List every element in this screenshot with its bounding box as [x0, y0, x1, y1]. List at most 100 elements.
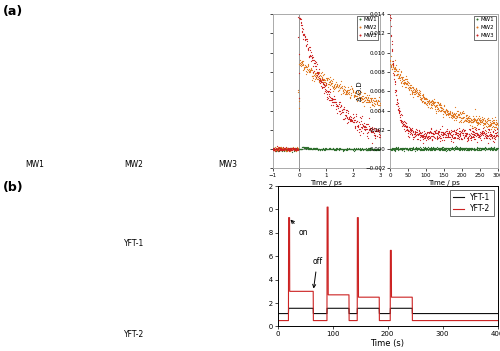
Point [472, 131, 480, 137]
Point [368, 140, 376, 146]
Point [452, 113, 460, 118]
Point [468, 116, 476, 121]
Point [316, 75, 324, 81]
Point [410, 134, 418, 140]
Point [292, 146, 300, 152]
Point [375, 98, 383, 104]
Point [310, 68, 318, 74]
Point [338, 102, 345, 108]
Point [332, 84, 340, 90]
Point [434, 145, 442, 151]
Point [320, 76, 328, 81]
Point [359, 130, 367, 135]
Point [467, 119, 475, 124]
Point [330, 146, 338, 152]
Point [316, 80, 324, 85]
Point [316, 77, 324, 82]
Point [484, 123, 492, 128]
Point [440, 103, 448, 108]
Point [400, 122, 408, 127]
Point [468, 123, 476, 129]
Point [390, 147, 398, 153]
Point [387, 147, 395, 153]
Point [284, 145, 292, 151]
Point [406, 145, 414, 151]
Point [400, 77, 407, 82]
Point [410, 145, 418, 151]
Point [356, 88, 364, 94]
Point [486, 126, 494, 132]
Point [372, 132, 380, 138]
Point [402, 120, 410, 126]
Point [459, 108, 467, 114]
Point [474, 117, 482, 123]
Point [375, 146, 383, 152]
Point [439, 111, 447, 117]
Point [326, 147, 334, 152]
Point [318, 147, 326, 152]
Point [424, 144, 432, 150]
Point [314, 146, 322, 152]
Point [424, 144, 432, 150]
Point [432, 127, 440, 133]
Point [364, 147, 372, 153]
Point [364, 147, 372, 152]
Point [424, 129, 432, 134]
Point [404, 146, 412, 152]
Point [358, 94, 366, 99]
Point [314, 76, 322, 81]
Point [371, 146, 379, 151]
Point [441, 132, 449, 137]
Point [328, 147, 336, 152]
Point [442, 147, 450, 152]
Point [280, 147, 287, 152]
YFT-2 [488, 318, 494, 323]
Point [306, 53, 314, 59]
Point [387, 24, 395, 29]
Point [320, 147, 328, 152]
Point [284, 147, 292, 152]
Point [490, 146, 498, 152]
Point [430, 131, 438, 136]
Point [449, 113, 457, 118]
Point [294, 89, 302, 94]
Point [406, 125, 414, 131]
Point [470, 146, 478, 152]
Point [472, 146, 480, 151]
Point [339, 88, 347, 93]
Point [424, 105, 432, 110]
Point [484, 132, 492, 138]
Point [340, 106, 348, 112]
Point [391, 148, 399, 154]
Point [493, 132, 500, 138]
Point [284, 146, 292, 152]
Point [388, 58, 396, 64]
Point [435, 108, 443, 113]
Point [346, 117, 354, 123]
Point [415, 146, 423, 152]
Point [400, 77, 408, 82]
Point [428, 130, 436, 135]
Point [292, 147, 300, 152]
Point [454, 108, 462, 113]
Point [359, 146, 367, 151]
Point [341, 85, 349, 90]
Point [439, 107, 447, 112]
Point [476, 145, 484, 151]
Point [276, 147, 284, 153]
Point [390, 65, 398, 71]
Point [305, 54, 313, 60]
Point [476, 115, 484, 121]
Point [403, 146, 411, 152]
Point [337, 91, 345, 97]
Point [300, 64, 308, 70]
Point [492, 145, 500, 150]
Point [452, 145, 460, 151]
Point [284, 147, 292, 153]
Point [392, 67, 400, 72]
Point [397, 147, 405, 152]
Point [288, 146, 296, 151]
Point [428, 133, 436, 139]
Point [274, 145, 282, 151]
Point [396, 146, 404, 151]
